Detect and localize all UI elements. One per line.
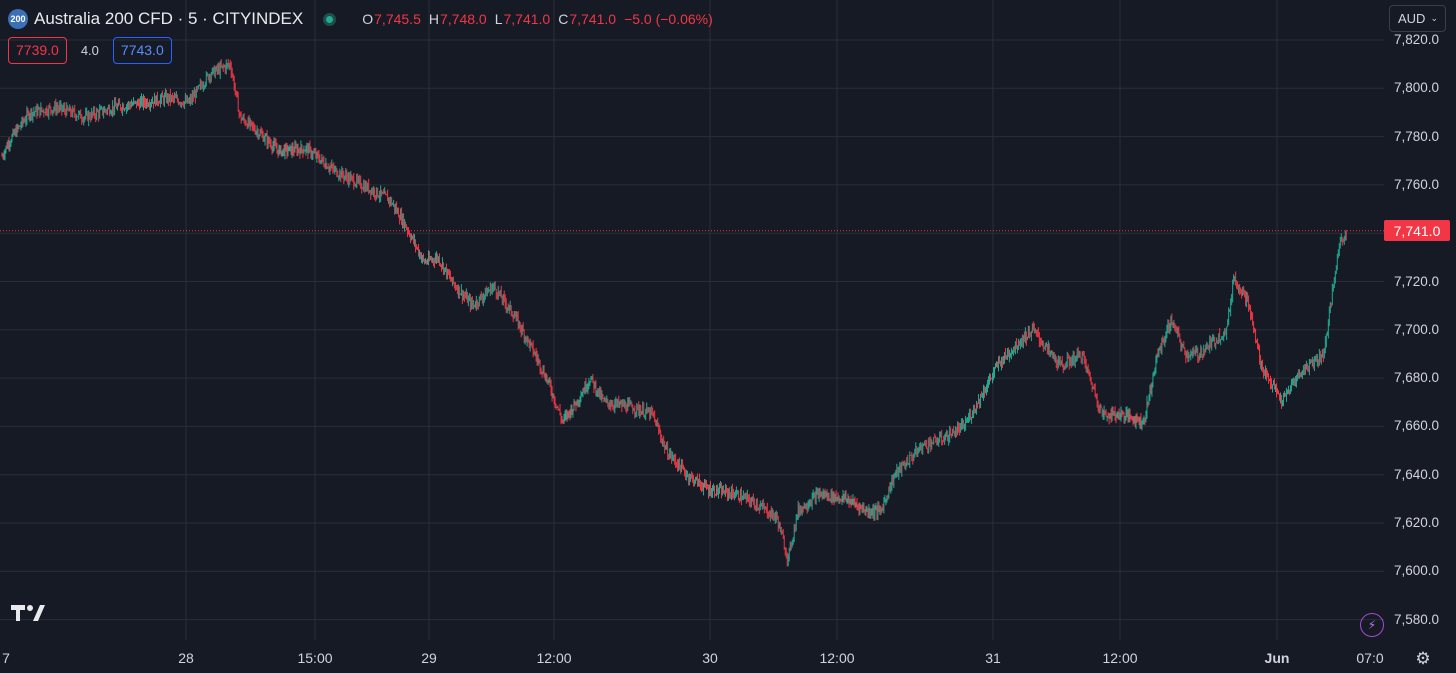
price-tick-label: 7,820.0 [1394, 32, 1440, 47]
close-label: C [558, 11, 569, 27]
grid-lines [0, 0, 1384, 640]
price-tick-label: 7,720.0 [1394, 273, 1440, 289]
time-tick-label: 12:00 [536, 650, 572, 666]
low-label: L [494, 11, 503, 27]
price-tick-label: 7,640.0 [1394, 466, 1440, 482]
time-tick-label: 12:00 [819, 650, 855, 666]
price-tick-label: 7,580.0 [1394, 611, 1440, 627]
price-tick-label: 7,760.0 [1394, 176, 1440, 192]
time-tick-label: 28 [178, 650, 194, 666]
sell-button[interactable]: 7739.0 [8, 37, 67, 64]
time-tick-label: 15:00 [297, 650, 333, 666]
time-tick-label: 07:0 [1356, 650, 1384, 666]
close-value: 7,741.0 [569, 11, 617, 27]
time-tick-label: Jun [1264, 650, 1290, 666]
time-tick-label: 31 [985, 650, 1001, 666]
price-tick-label: 7,680.0 [1394, 370, 1440, 386]
time-tick-label: 29 [421, 650, 437, 666]
currency-selector[interactable]: AUD ⌄ [1389, 5, 1446, 32]
change-value: −5.0 (−0.06%) [624, 11, 713, 27]
time-tick-label: 12:00 [1102, 650, 1138, 666]
ohlc-legend: O 7,745.5 H 7,748.0 L 7,741.0 C 7,741.0 −5.0… [362, 11, 713, 27]
last-price-label: 7,741.0 [1384, 220, 1450, 241]
spread-value: 4.0 [80, 43, 99, 58]
candles [1, 58, 1347, 567]
symbol-logo[interactable]: 200 [8, 9, 28, 29]
currency-label: AUD [1398, 11, 1426, 26]
open-label: O [362, 11, 374, 27]
high-value: 7,748.0 [439, 11, 487, 27]
lightning-icon[interactable]: ⚡ [1360, 613, 1384, 637]
time-tick-label: 7 [2, 650, 10, 666]
market-status-icon[interactable] [323, 12, 337, 26]
high-label: H [428, 11, 439, 27]
price-tick-label: 7,700.0 [1394, 321, 1440, 337]
price-tick-label: 7,600.0 [1394, 563, 1440, 579]
quote-panel: 7739.0 4.0 7743.0 [8, 37, 172, 64]
time-tick-label: 30 [702, 650, 718, 666]
low-value: 7,741.0 [503, 11, 551, 27]
symbol-title[interactable]: Australia 200 CFD · 5 · CITYINDEX [34, 9, 304, 28]
price-tick-label: 7,780.0 [1394, 128, 1440, 144]
price-tick-label: 7,800.0 [1394, 80, 1440, 96]
gear-icon[interactable]: ⚙ [1415, 649, 1431, 668]
buy-button[interactable]: 7743.0 [112, 37, 172, 64]
price-tick-label: 7,660.0 [1394, 418, 1440, 434]
tradingview-logo-icon[interactable] [11, 605, 47, 627]
price-tick-label: 7,620.0 [1394, 515, 1440, 530]
open-value: 7,745.5 [374, 11, 421, 27]
chevron-down-icon: ⌄ [1430, 13, 1438, 23]
